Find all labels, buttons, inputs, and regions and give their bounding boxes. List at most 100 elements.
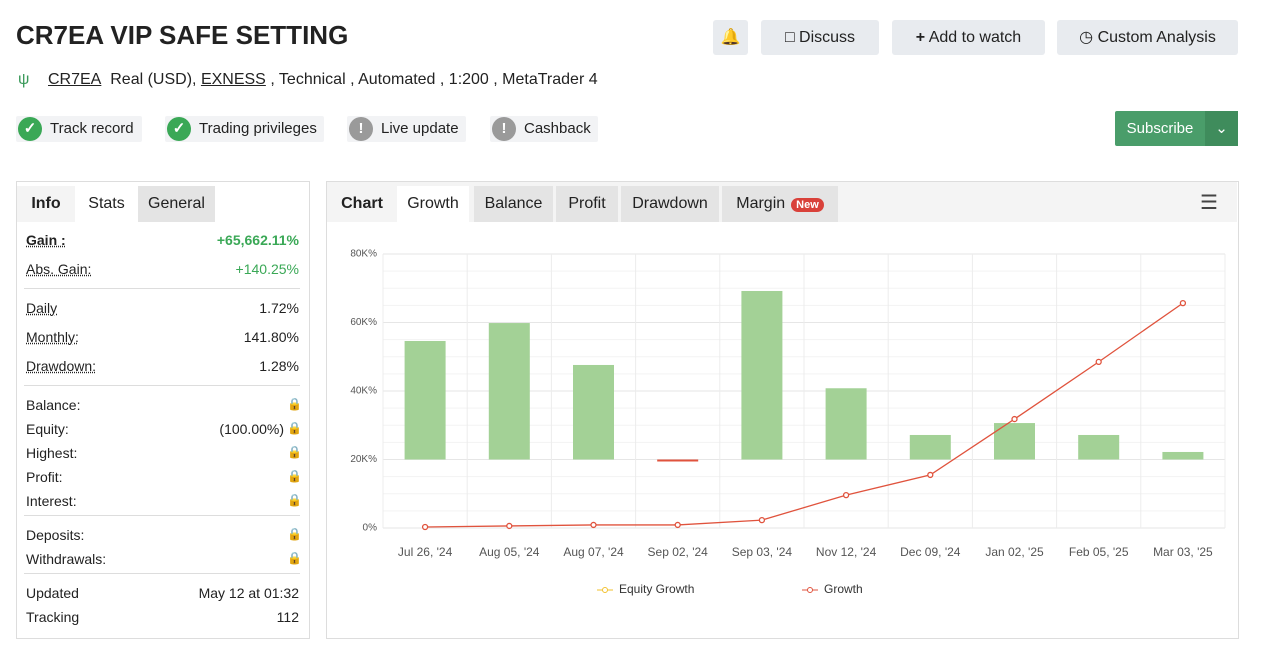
x-tick-label: Mar 03, '25 [1153,545,1213,559]
stat-label: Interest: [26,493,77,509]
stat-value: +140.25% [235,261,299,277]
stat-label: Drawdown: [26,358,97,374]
subtitle: ψ CR7EA Real (USD), EXNESS , Technical , … [18,68,598,92]
lock-icon: 🔒 [287,469,302,483]
stat-value: 1.72% [259,300,299,316]
divider [24,573,300,574]
stat-label: Daily [26,300,58,316]
bar [994,423,1035,460]
analysis-button[interactable]: ◷ Custom Analysis [1057,20,1238,55]
point [1011,415,1018,423]
stat-label: Withdrawals: [26,551,107,567]
legend-label: Equity Growth [619,582,694,596]
page-title: CR7EA VIP SAFE SETTING [16,20,349,50]
tab-label: Growth [407,195,459,212]
account: Real (USD), [110,71,197,88]
point [1179,299,1187,307]
watch-button[interactable]: + Add to watch [892,20,1045,55]
badge-label: Cashback [524,120,591,137]
author-link[interactable]: CR7EA [48,71,102,88]
label: Discuss [799,29,856,46]
point [674,521,681,529]
y-tick-label: 40K% [350,386,377,397]
label: Subscribe [1126,120,1194,137]
x-tick-label: Aug 05, '24 [479,545,540,559]
chart: 0% 20K% 40K% 60K% 80K% Jul 26, '24 Aug 05, '24… [350,249,1226,596]
label: Custom Analysis [1097,29,1216,46]
stat-label: Gain : [26,232,66,248]
bar [825,388,867,460]
lock-icon: 🔒 [287,397,302,411]
point [421,523,429,531]
stat-label: Balance: [26,397,81,413]
badge-label: Track record [50,120,134,137]
stat-value: 112 [276,609,299,625]
stat-value: 141.80% [243,329,299,345]
stat-label: Equity: [26,421,69,437]
tab[interactable]: Stats [75,186,138,222]
bar [741,290,783,460]
notify-button[interactable]: 🔔 [713,20,748,55]
dropdown[interactable]: ⌄ [1205,111,1238,146]
tab[interactable]: Balance [474,186,553,222]
tab-label: Profit [568,195,606,212]
bar [573,364,614,460]
tab: Chart [333,186,391,222]
tab-label: Drawdown [632,195,708,212]
stat-value: 1.28% [259,358,299,374]
lock-icon: 🔒 [287,445,302,459]
x-tick-label: Sep 03, '24 [732,545,793,559]
divider [24,515,300,516]
tab-label: Balance [484,195,543,212]
bar [1078,434,1120,460]
stat-label: Monthly: [26,329,79,345]
legend-label: Growth [824,582,863,596]
discuss-button[interactable]: □ Discuss [761,20,879,55]
broker-link[interactable]: EXNESS [200,71,266,88]
stat-label: Abs. Gain: [26,261,92,277]
x-tick-label: Jul 26, '24 [398,545,453,559]
badge: ✓ Track record [16,116,142,142]
badge-icon: ! [492,117,516,142]
bar [909,434,951,460]
chart-panel [326,181,1239,639]
y-tick-label: 20K% [350,454,377,465]
lock-icon: 🔒 [287,551,302,565]
subscribe-button[interactable]: Subscribe ⌄ [1115,111,1238,146]
tab[interactable]: Margin New [722,186,838,222]
details: , Technical , Automated , 1:200 , MetaTr… [270,71,598,88]
tab-label: Chart [341,195,383,212]
point [758,516,766,524]
stat-value: (100.00%) [219,421,284,437]
legend-marker [807,587,813,593]
point [1095,358,1102,366]
badge-icon: ✓ [167,117,191,142]
divider [24,385,300,386]
settings-icon[interactable]: ☰ [1200,192,1218,214]
y-tick-label: 80K% [350,249,377,260]
bar [657,459,699,462]
line [425,302,1184,528]
point [842,491,850,499]
badge: ! Cashback [490,116,598,142]
stat-label: Tracking [26,609,80,625]
x-tick-label: Sep 02, '24 [648,545,709,559]
lock-icon: 🔒 [287,493,302,507]
tab[interactable]: Growth [397,186,469,222]
y-tick-label: 0% [363,523,378,534]
x-tick-label: Aug 07, '24 [563,545,624,559]
tab[interactable]: Profit [556,186,618,222]
stat-label: Deposits: [26,527,85,543]
x-tick-label: Jan 02, '25 [985,545,1044,559]
tab[interactable]: General [138,186,215,222]
tab[interactable]: Drawdown [621,186,719,222]
x-tick-label: Dec 09, '24 [900,545,961,559]
badge: ✓ Trading privileges [165,116,324,142]
bar [1162,451,1204,460]
point [590,521,597,529]
badge-icon: ✓ [18,117,42,142]
stats-panel [16,181,310,639]
tab[interactable]: Info [17,186,75,222]
label: Add to watch [928,29,1022,46]
